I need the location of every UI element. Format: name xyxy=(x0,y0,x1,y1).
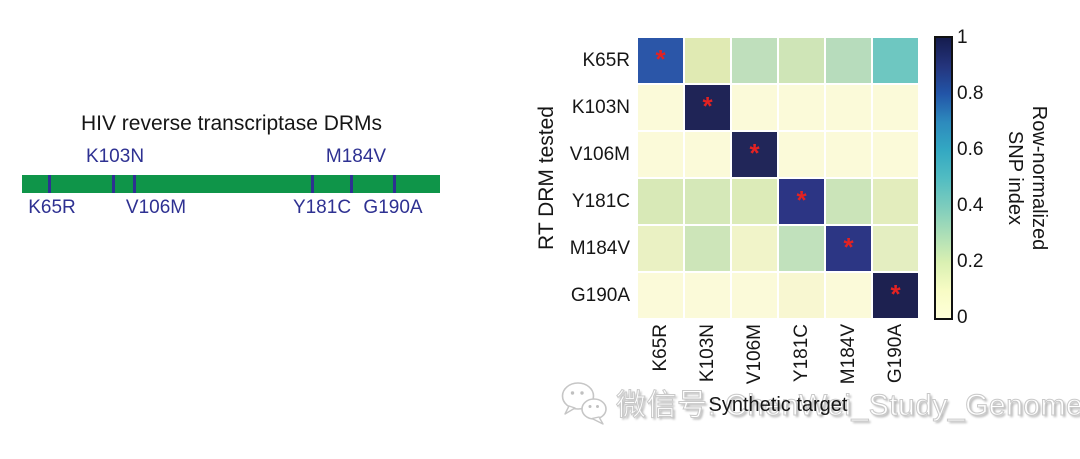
heatmap-cell-Y181C-Y181C: * xyxy=(779,179,824,224)
drm-tick-K65R xyxy=(47,175,51,193)
heatmap-cell-M184V-G190A xyxy=(873,226,918,271)
colorbar-tick-0.4: 0.4 xyxy=(957,195,984,216)
drm-tick-Y181C xyxy=(311,175,315,193)
significance-asterisk: * xyxy=(890,278,901,309)
heatmap-cell-M184V-K103N xyxy=(685,226,730,271)
drm-label-M184V: M184V xyxy=(325,146,387,167)
colorbar-tick-1: 1 xyxy=(957,27,968,48)
heatmap-cell-G190A-M184V xyxy=(826,273,871,318)
row-label-G190A: G190A xyxy=(570,284,630,306)
heatmap-cell-K103N-M184V xyxy=(826,85,871,130)
drm-tick-G190A xyxy=(393,175,397,193)
heatmap-cell-V106M-M184V xyxy=(826,132,871,177)
drm-tick-V106M xyxy=(133,175,137,193)
heatmap-cell-M184V-M184V: * xyxy=(826,226,871,271)
column-label-K103N: K103N xyxy=(696,324,718,383)
significance-asterisk: * xyxy=(749,137,760,168)
colorbar xyxy=(934,36,953,320)
heatmap-cell-K65R-V106M xyxy=(732,38,777,83)
colorbar-tick-0.8: 0.8 xyxy=(957,83,984,104)
colorbar-tick-0.2: 0.2 xyxy=(957,251,984,272)
heatmap-cell-K65R-K103N xyxy=(685,38,730,83)
significance-asterisk: * xyxy=(702,90,713,121)
drm-tick-K103N xyxy=(111,175,115,193)
heatmap-cell-V106M-K65R xyxy=(638,132,683,177)
column-label-M184V: M184V xyxy=(837,324,859,385)
heatmap-cell-V106M-Y181C xyxy=(779,132,824,177)
heatmap-cell-K65R-M184V xyxy=(826,38,871,83)
significance-asterisk: * xyxy=(843,231,854,262)
heatmap-cell-K65R-Y181C xyxy=(779,38,824,83)
watermark: 微信号: ChenWei_Study_Genome xyxy=(560,380,1080,428)
heatmap-cell-Y181C-K65R xyxy=(638,179,683,224)
colorbar-label: Row-normalized SNP index xyxy=(1003,106,1051,251)
heatmap-cell-G190A-V106M xyxy=(732,273,777,318)
wechat-icon xyxy=(561,382,607,425)
heatmap-cell-G190A-K103N xyxy=(685,273,730,318)
heatmap-cell-G190A-K65R xyxy=(638,273,683,318)
drm-label-Y181C: Y181C xyxy=(292,197,352,218)
y-axis-label: RT DRM tested xyxy=(535,106,558,250)
heatmap-cell-M184V-Y181C xyxy=(779,226,824,271)
drm-label-V106M: V106M xyxy=(125,197,187,218)
heatmap-cell-K103N-V106M xyxy=(732,85,777,130)
column-label-K65R: K65R xyxy=(649,324,671,372)
watermark-text: 微信号: ChenWei_Study_Genome xyxy=(615,389,1080,423)
row-label-V106M: V106M xyxy=(569,143,630,165)
heatmap-cell-Y181C-M184V xyxy=(826,179,871,224)
heatmap-cell-V106M-K103N xyxy=(685,132,730,177)
heatmap-cell-G190A-Y181C xyxy=(779,273,824,318)
heatmap-cell-Y181C-G190A xyxy=(873,179,918,224)
heatmap-cell-K103N-G190A xyxy=(873,85,918,130)
heatmap-cell-M184V-K65R xyxy=(638,226,683,271)
row-label-K103N: K103N xyxy=(571,96,630,118)
heatmap-cell-K65R-G190A xyxy=(873,38,918,83)
heatmap-cell-Y181C-K103N xyxy=(685,179,730,224)
colorbar-label-line2: SNP index xyxy=(1004,130,1026,226)
significance-asterisk: * xyxy=(655,43,666,74)
column-label-G190A: G190A xyxy=(884,324,906,384)
drm-label-K65R: K65R xyxy=(28,197,76,218)
column-label-V106M: V106M xyxy=(743,324,765,385)
heatmap-cell-K103N-K65R xyxy=(638,85,683,130)
heatmap-cell-Y181C-V106M xyxy=(732,179,777,224)
rt-gene-track xyxy=(22,175,440,193)
column-label-Y181C: Y181C xyxy=(790,324,812,383)
colorbar-tick-0: 0 xyxy=(957,307,968,328)
drm-tick-M184V xyxy=(350,175,354,193)
heatmap-cell-G190A-G190A: * xyxy=(873,273,918,318)
row-label-Y181C: Y181C xyxy=(571,190,630,212)
heatmap-cell-V106M-G190A xyxy=(873,132,918,177)
drm-label-G190A: G190A xyxy=(363,197,423,218)
heatmap-cell-K65R-K65R: * xyxy=(638,38,683,83)
heatmap-grid: * * * * * * xyxy=(638,38,918,318)
x-axis-label: Synthetic target xyxy=(708,394,848,416)
drm-label-K103N: K103N xyxy=(85,146,145,167)
colorbar-tick-0.6: 0.6 xyxy=(957,139,984,160)
heatmap-cell-M184V-V106M xyxy=(732,226,777,271)
left-panel-title: HIV reverse transcriptase DRMs xyxy=(80,112,383,135)
row-label-K65R: K65R xyxy=(582,49,630,71)
heatmap-cell-V106M-V106M: * xyxy=(732,132,777,177)
row-label-M184V: M184V xyxy=(569,237,630,259)
heatmap-cell-K103N-K103N: * xyxy=(685,85,730,130)
significance-asterisk: * xyxy=(796,184,807,215)
colorbar-label-line1: Row-normalized xyxy=(1028,105,1050,251)
heatmap-cell-K103N-Y181C xyxy=(779,85,824,130)
